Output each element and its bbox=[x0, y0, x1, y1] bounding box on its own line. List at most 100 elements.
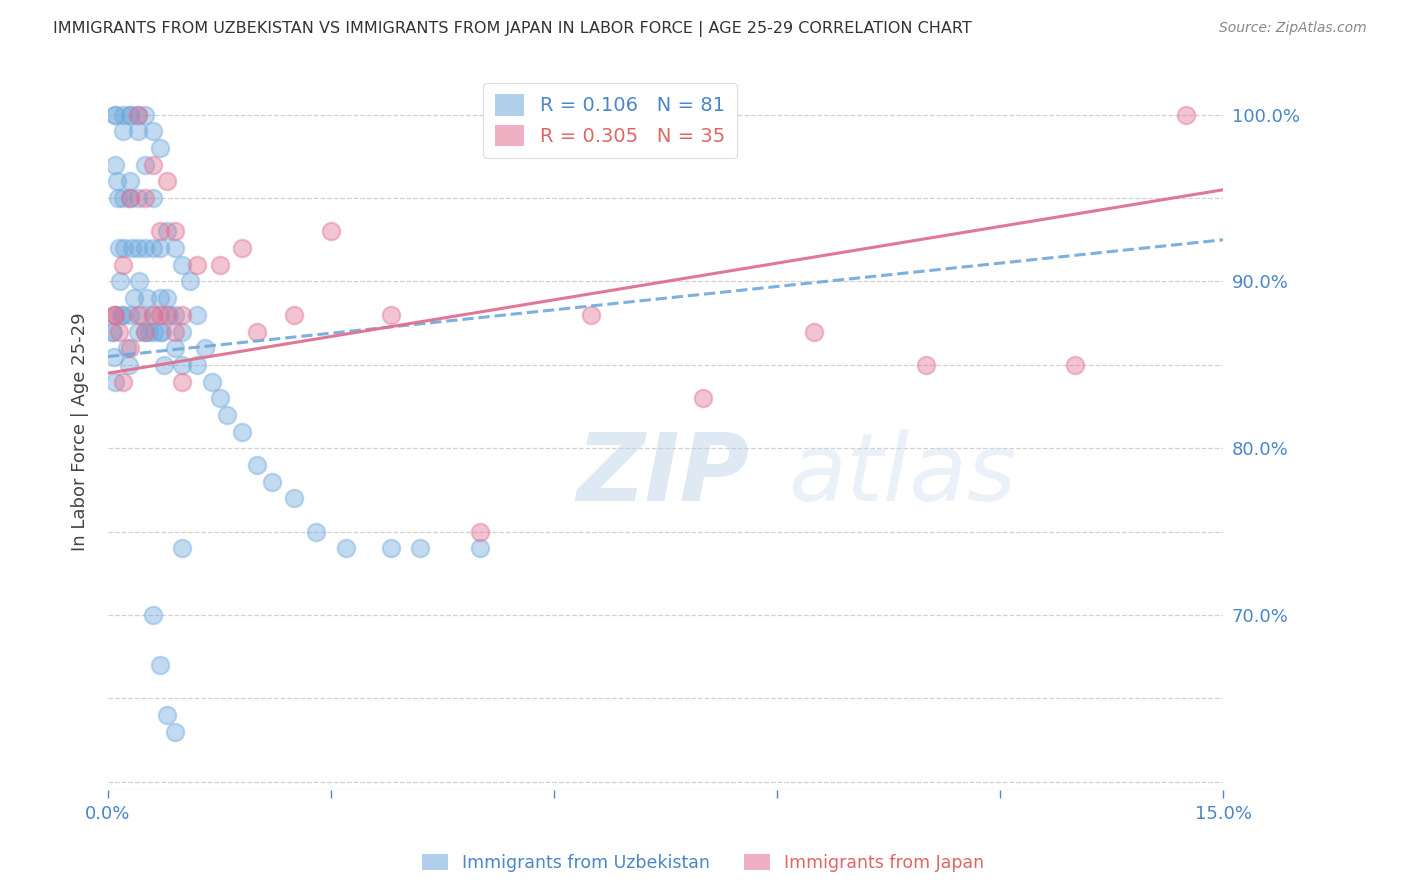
Point bbox=[120, 108, 142, 122]
Point bbox=[142, 124, 165, 138]
Point bbox=[138, 325, 160, 339]
Point bbox=[157, 308, 180, 322]
Point bbox=[179, 275, 201, 289]
Point bbox=[104, 375, 127, 389]
Point bbox=[149, 291, 172, 305]
Point bbox=[112, 241, 135, 255]
Point bbox=[172, 258, 194, 272]
Point bbox=[104, 308, 127, 322]
Point bbox=[335, 541, 357, 556]
Point bbox=[319, 224, 342, 238]
Point bbox=[128, 275, 150, 289]
Point bbox=[283, 491, 305, 506]
Point bbox=[104, 108, 127, 122]
Point bbox=[163, 325, 186, 339]
Point bbox=[231, 425, 253, 439]
Point bbox=[127, 191, 149, 205]
Point bbox=[104, 108, 127, 122]
Point bbox=[111, 375, 134, 389]
Point bbox=[120, 341, 142, 355]
Point bbox=[156, 291, 179, 305]
Point bbox=[127, 124, 149, 138]
Point bbox=[215, 408, 238, 422]
Point bbox=[152, 358, 174, 372]
Point bbox=[142, 308, 165, 322]
Text: ZIP: ZIP bbox=[576, 429, 749, 521]
Point bbox=[104, 308, 127, 322]
Point bbox=[120, 191, 142, 205]
Point bbox=[103, 325, 125, 339]
Point bbox=[172, 375, 194, 389]
Text: IMMIGRANTS FROM UZBEKISTAN VS IMMIGRANTS FROM JAPAN IN LABOR FORCE | AGE 25-29 C: IMMIGRANTS FROM UZBEKISTAN VS IMMIGRANTS… bbox=[53, 21, 972, 37]
Point bbox=[127, 108, 149, 122]
Point bbox=[194, 341, 217, 355]
Point bbox=[1063, 358, 1085, 372]
Point bbox=[110, 308, 132, 322]
Point bbox=[186, 258, 208, 272]
Point bbox=[111, 191, 134, 205]
Point bbox=[107, 191, 129, 205]
Point bbox=[803, 325, 825, 339]
Point bbox=[163, 241, 186, 255]
Point bbox=[149, 141, 172, 155]
Point bbox=[156, 308, 179, 322]
Point bbox=[120, 108, 142, 122]
Point bbox=[135, 291, 157, 305]
Point bbox=[692, 391, 714, 405]
Point bbox=[149, 325, 172, 339]
Point bbox=[131, 308, 153, 322]
Point bbox=[118, 358, 141, 372]
Point bbox=[142, 308, 165, 322]
Point bbox=[120, 174, 142, 188]
Point bbox=[581, 308, 603, 322]
Point bbox=[121, 241, 143, 255]
Point bbox=[111, 258, 134, 272]
Point bbox=[380, 308, 402, 322]
Point bbox=[208, 391, 231, 405]
Point bbox=[120, 191, 142, 205]
Point bbox=[108, 275, 131, 289]
Point bbox=[156, 174, 179, 188]
Point bbox=[134, 191, 156, 205]
Point bbox=[122, 291, 145, 305]
Point bbox=[208, 258, 231, 272]
Point bbox=[134, 241, 156, 255]
Point bbox=[186, 358, 208, 372]
Point bbox=[127, 241, 149, 255]
Point bbox=[1175, 108, 1198, 122]
Point bbox=[172, 541, 194, 556]
Point bbox=[163, 224, 186, 238]
Point bbox=[100, 325, 122, 339]
Point bbox=[246, 458, 269, 472]
Point bbox=[115, 341, 138, 355]
Point bbox=[134, 108, 156, 122]
Point bbox=[260, 475, 283, 489]
Legend: R = 0.106   N = 81, R = 0.305   N = 35: R = 0.106 N = 81, R = 0.305 N = 35 bbox=[484, 83, 737, 158]
Point bbox=[111, 124, 134, 138]
Point bbox=[143, 325, 166, 339]
Point bbox=[149, 241, 172, 255]
Point bbox=[105, 174, 128, 188]
Point bbox=[305, 524, 328, 539]
Point bbox=[150, 325, 173, 339]
Point bbox=[172, 308, 194, 322]
Point bbox=[163, 724, 186, 739]
Point bbox=[163, 308, 186, 322]
Point bbox=[156, 708, 179, 723]
Point bbox=[172, 325, 194, 339]
Point bbox=[201, 375, 224, 389]
Point bbox=[142, 191, 165, 205]
Point bbox=[134, 325, 156, 339]
Point bbox=[468, 524, 491, 539]
Point bbox=[127, 308, 149, 322]
Point bbox=[103, 350, 125, 364]
Point bbox=[142, 241, 165, 255]
Point bbox=[380, 541, 402, 556]
Point bbox=[409, 541, 432, 556]
Point bbox=[172, 358, 194, 372]
Point bbox=[142, 158, 165, 172]
Point bbox=[134, 158, 156, 172]
Point bbox=[108, 325, 131, 339]
Point bbox=[120, 308, 142, 322]
Point bbox=[283, 308, 305, 322]
